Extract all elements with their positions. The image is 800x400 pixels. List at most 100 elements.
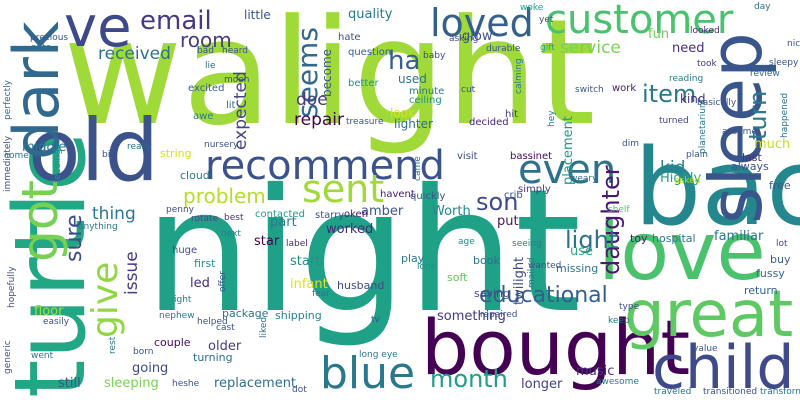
word: hate [338,32,361,43]
word: came [413,156,423,181]
word: kid [660,158,686,178]
word: calming [514,58,524,94]
word: book [473,254,500,267]
word: always [731,160,769,173]
word: perfectly [3,80,13,120]
word: offer [218,271,228,292]
word: starry [315,210,345,221]
word: excited [188,83,225,94]
word: decided [469,117,509,128]
word: sent [302,167,385,211]
word: problem [183,184,266,208]
word: age [458,237,475,247]
word: husband [337,279,385,292]
word: glow [462,29,493,44]
word: last [742,151,762,164]
word: yet [539,15,554,25]
word: mailed [527,257,537,288]
word: transforms [760,387,800,397]
word: love [598,205,766,298]
word: worked [326,222,374,237]
word: lone [417,262,437,272]
word: gift [540,43,555,53]
word: assume [722,127,757,137]
word: keep [608,316,630,326]
word: package [222,307,269,320]
word: generic [3,340,13,374]
word: still [58,376,81,391]
word: older [208,339,242,354]
word: hit [505,109,519,120]
word: simply [518,184,551,195]
word: ceiling [409,95,442,106]
word: service [560,38,621,58]
word: sleepy [769,58,799,68]
word: amber [361,204,404,219]
word: rotate [191,214,219,224]
word: month [430,365,508,393]
word: put [497,214,519,229]
word: day [754,2,771,12]
word: liked [259,316,269,338]
word: lie [205,61,216,71]
word: tv [371,315,380,325]
word: label [286,239,308,249]
word: come [4,151,29,161]
word: auto [31,43,52,53]
word: happened [780,92,790,138]
word: music [576,364,615,379]
word: Highly [660,171,702,186]
word: question [348,47,392,58]
word: minute [409,86,445,97]
word: something [437,309,506,324]
word: awesome [596,377,639,387]
word: saying [474,287,510,300]
word: back [634,126,800,249]
word: quickly [410,191,446,202]
word: led [190,276,210,291]
word: thing [92,204,136,224]
word: dim [622,139,639,149]
word: nice [787,39,800,49]
word: contacted [255,209,305,220]
word: daughter [597,165,625,275]
word: baby [423,51,446,61]
word: asking [449,34,479,44]
word: infant [290,277,328,292]
word: went [31,351,54,361]
word: great [624,278,794,352]
word: star [254,234,280,249]
word: cut [461,85,476,95]
word: floor [34,304,64,319]
word: middle [22,140,67,155]
word: couple [154,336,191,349]
word: received [98,44,171,64]
word: doe [296,90,328,110]
word: cloud [180,169,210,182]
word: loved [430,1,534,45]
word: child [652,333,795,400]
word: fun [648,27,670,42]
word: lot [776,239,788,249]
word: seeing [512,239,542,249]
word: educational [479,283,608,308]
word: hey [547,110,557,127]
word: helped [197,317,228,327]
word: work [612,83,637,94]
word: bad [197,46,214,56]
word: free [769,179,791,192]
word: got [11,180,69,262]
word: nursery [204,140,239,150]
word: precious [30,33,69,43]
word: light [565,226,619,254]
word: easily [43,317,70,327]
word: nephew [159,311,195,321]
word: need [672,41,705,56]
word: fussy [756,267,785,280]
word: turned [659,116,689,126]
word: basically [697,98,737,108]
word: rest [108,336,118,354]
word: missing [556,262,599,275]
word: awe [193,111,214,122]
